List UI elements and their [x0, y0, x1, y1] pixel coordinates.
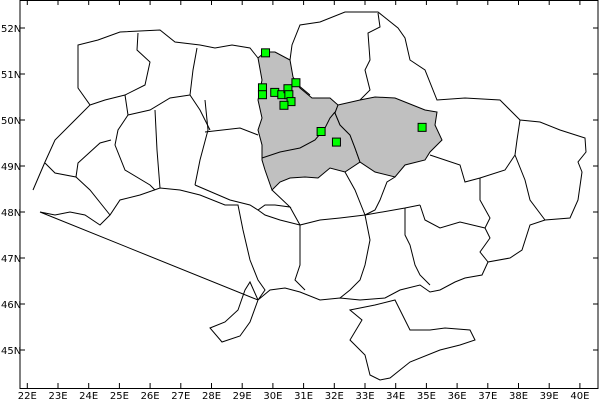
- lon-tick-label: 23E: [48, 391, 67, 400]
- lon-tick-label: 30E: [263, 391, 282, 400]
- observation-points: [257, 48, 427, 147]
- lat-tick-label: 50N: [1, 116, 21, 127]
- lon-tick-label: 32E: [325, 391, 344, 400]
- lon-tick-label: 34E: [386, 391, 405, 400]
- country-outline: [32, 11, 587, 381]
- lat-tick-label: 51N: [1, 70, 21, 81]
- region-border: [261, 111, 336, 159]
- lon-tick-label: 28E: [202, 391, 221, 400]
- lon-tick-label: 25E: [110, 391, 129, 400]
- lon-tick-label: 37E: [478, 391, 497, 400]
- observation-point-marker: [417, 122, 427, 132]
- lon-tick-label: 24E: [79, 391, 98, 400]
- lon-tick-label: 29E: [233, 391, 252, 400]
- highlighted-region-east: [334, 96, 443, 178]
- map-frame: [19, 0, 599, 389]
- region-borders: [44, 12, 546, 299]
- lon-tick-label: 35E: [417, 391, 436, 400]
- lon-tick-label: 22E: [18, 391, 37, 400]
- lat-tick-label: 52N: [1, 24, 21, 35]
- lon-tick-label: 31E: [294, 391, 313, 400]
- lat-tick-label: 49N: [1, 162, 21, 173]
- lon-tick-label: 26E: [141, 391, 160, 400]
- lon-tick-label: 27E: [171, 391, 190, 400]
- lon-tick-label: 33E: [355, 391, 374, 400]
- observation-point-marker: [261, 48, 271, 58]
- crimea-outline: [348, 299, 476, 381]
- observation-point-marker: [316, 127, 326, 136]
- observation-point-marker: [331, 137, 341, 147]
- observation-point-marker: [257, 90, 267, 100]
- lon-tick-label: 36E: [448, 391, 467, 400]
- observation-point-marker: [291, 78, 301, 88]
- lon-tick-label: 38E: [509, 391, 528, 400]
- lat-tick-label: 46N: [1, 300, 21, 311]
- latitude-axis: 52N 51N 50N 49N 48N 47N 46N 45N: [1, 24, 598, 357]
- longitude-axis: 22E 23E 24E 25E 26E 27E 28E 29E 30E 31E 32E 33E 34E 3…: [18, 0, 589, 400]
- lat-tick-label: 47N: [1, 254, 21, 265]
- lat-tick-label: 45N: [1, 346, 21, 357]
- lon-tick-label: 39E: [540, 391, 559, 400]
- observation-point-marker: [279, 100, 289, 110]
- lat-tick-label: 48N: [1, 208, 21, 219]
- lon-tick-label: 40E: [570, 391, 589, 400]
- highlighted-regions: [257, 51, 443, 191]
